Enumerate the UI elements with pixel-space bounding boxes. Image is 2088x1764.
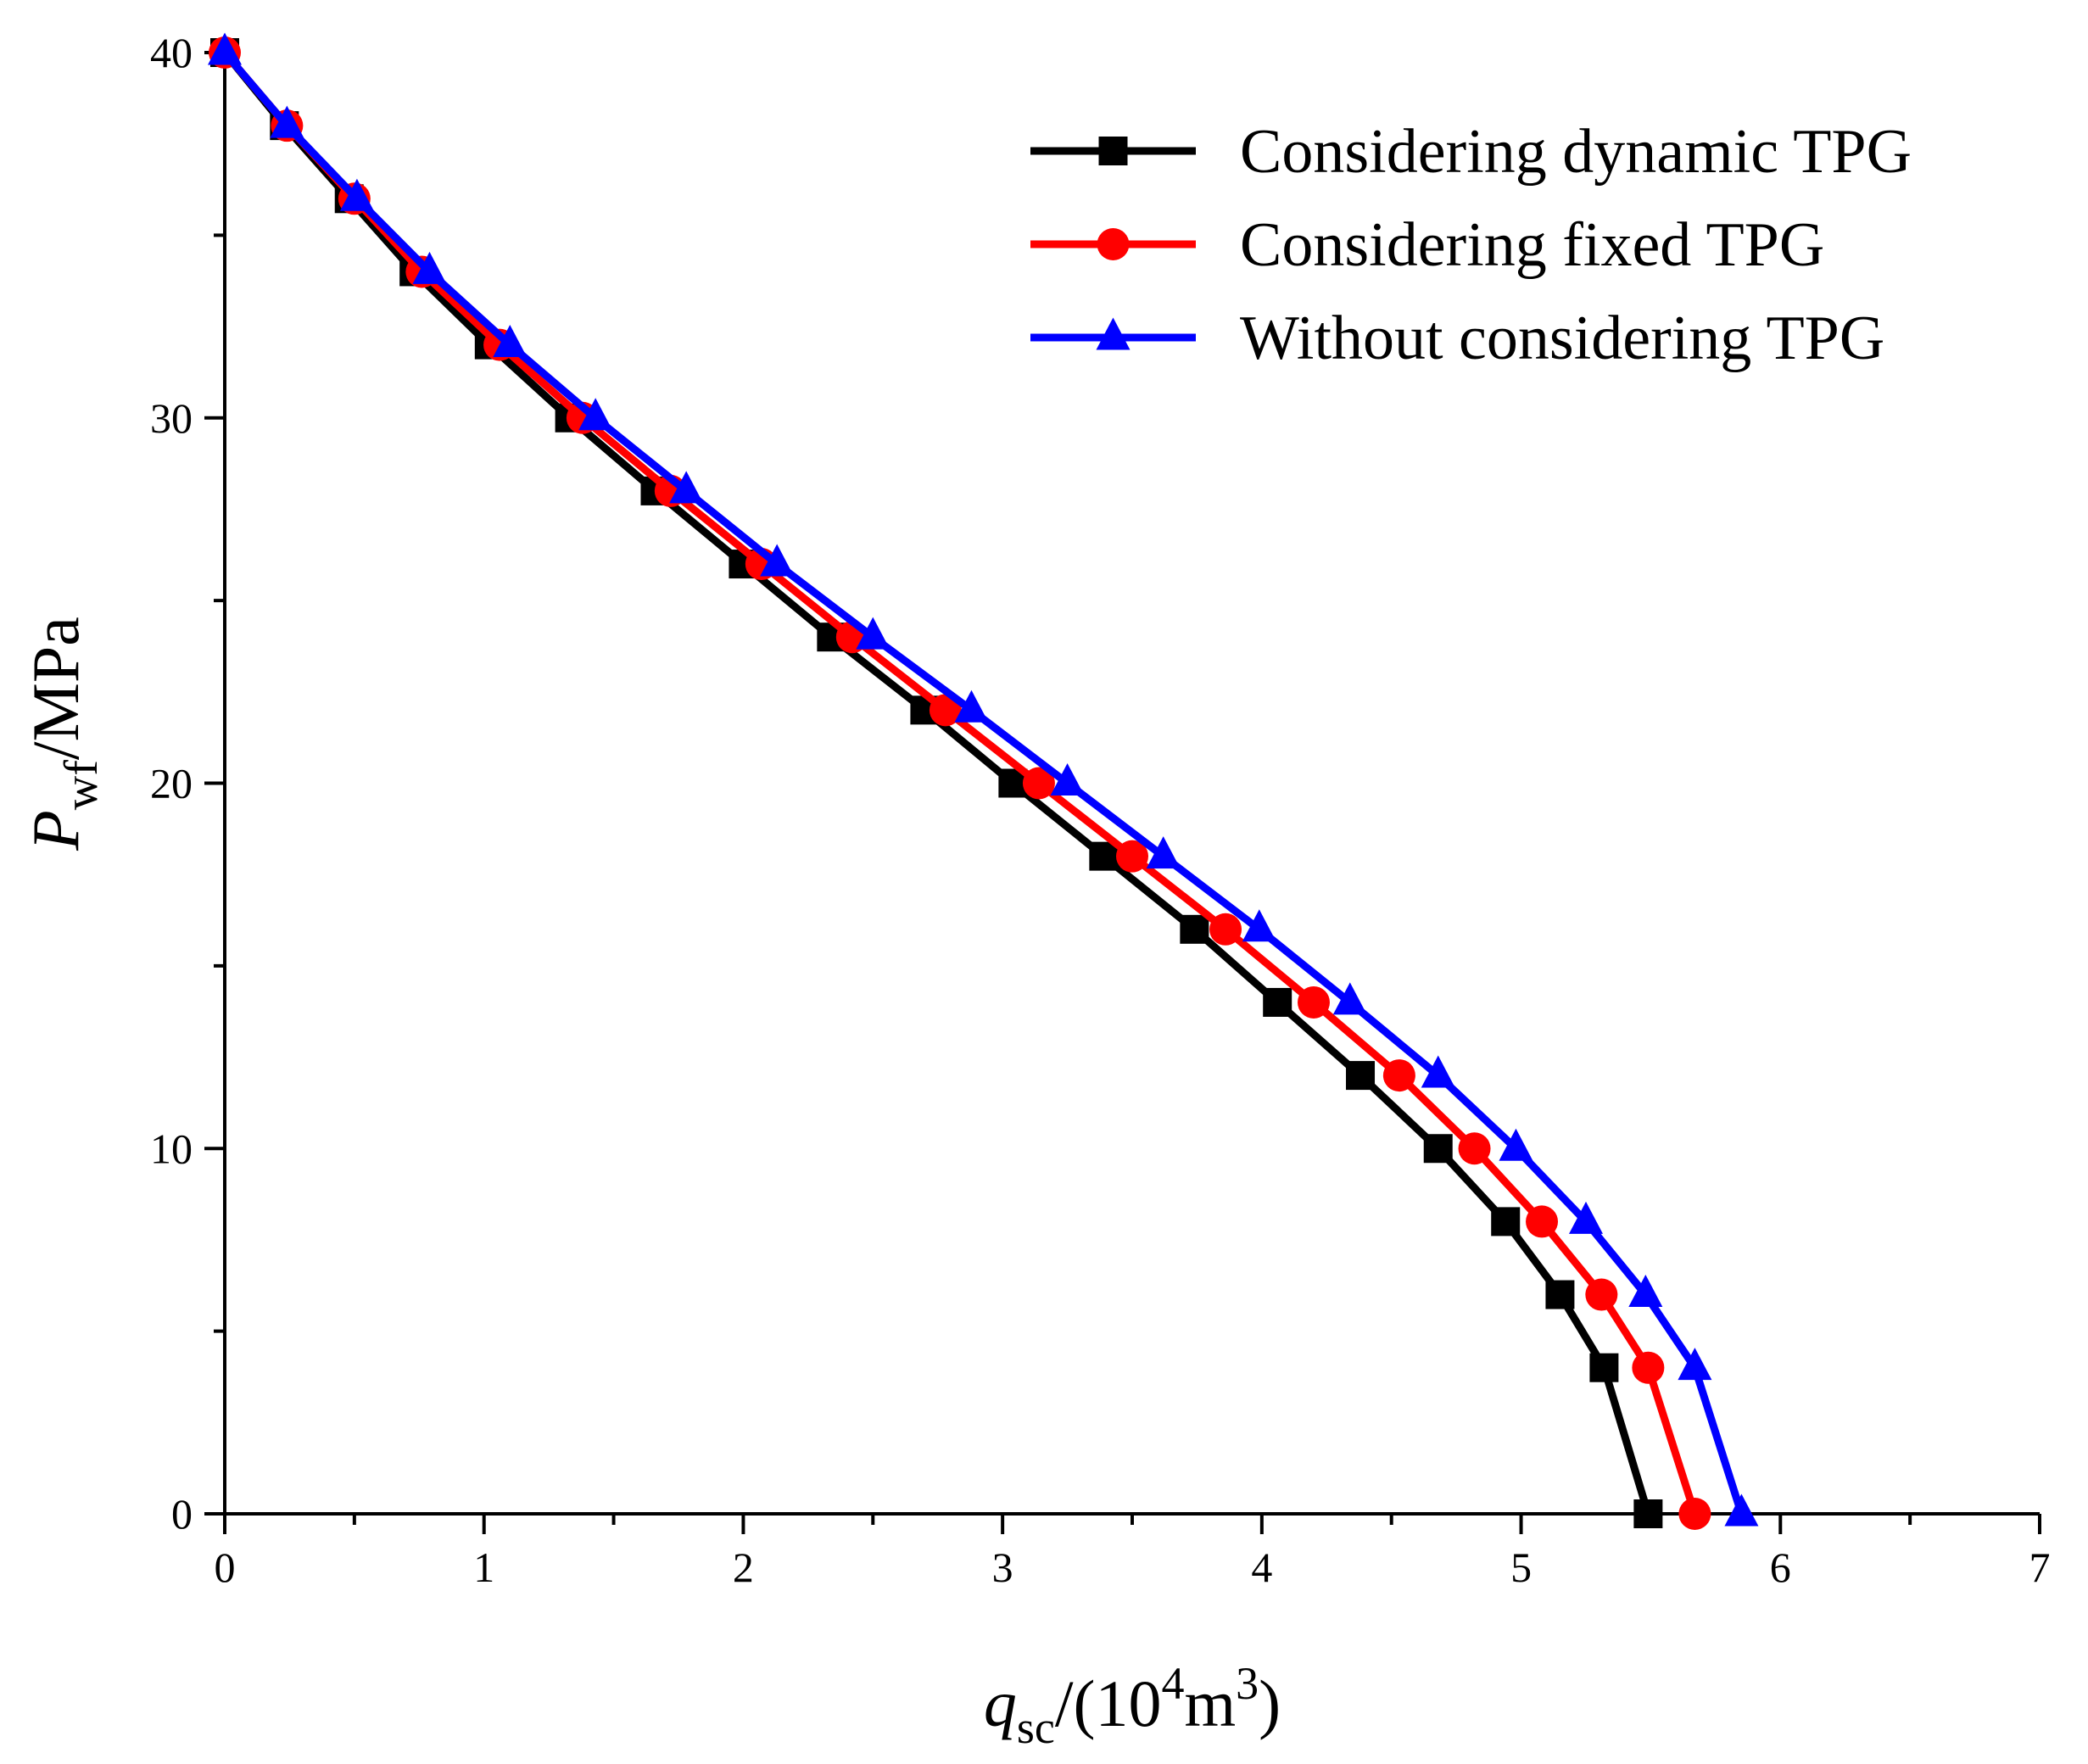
data-point <box>1346 1061 1376 1091</box>
x-tick-label: 2 <box>733 1544 754 1591</box>
legend-label: Considering fixed TPG <box>1240 210 1824 280</box>
data-point <box>1421 1055 1455 1088</box>
data-point <box>1050 762 1085 795</box>
legend: Considering dynamic TPG Considering fixed… <box>1030 117 1912 373</box>
data-point <box>954 689 989 723</box>
data-point <box>1242 909 1276 942</box>
y-tick-label: 0 <box>171 1490 193 1538</box>
data-point <box>1180 914 1209 944</box>
data-point <box>1724 1493 1759 1527</box>
data-point <box>1628 1274 1663 1307</box>
series-2 <box>208 32 1759 1527</box>
x-tick-label: 7 <box>2029 1544 2051 1591</box>
data-point <box>1678 1498 1711 1530</box>
y-tick-label: 30 <box>150 394 193 442</box>
legend-item: Considering fixed TPG <box>1030 210 1824 280</box>
data-point <box>1298 985 1330 1019</box>
data-point <box>1526 1205 1559 1238</box>
data-point <box>1589 1353 1619 1382</box>
data-point <box>1569 1201 1603 1234</box>
legend-item: Without considering TPG <box>1030 304 1884 373</box>
data-point <box>493 325 528 358</box>
y-tick-label: 10 <box>150 1125 193 1172</box>
data-point <box>578 398 613 431</box>
legend-marker <box>1097 228 1130 260</box>
x-axis-title: qsc/(104m3) <box>984 1658 1281 1753</box>
data-point <box>1632 1351 1665 1384</box>
data-point <box>760 544 795 577</box>
x-tick-label: 0 <box>215 1544 236 1591</box>
data-point <box>339 178 374 211</box>
data-point <box>412 251 447 284</box>
legend-item: Considering dynamic TPG <box>1030 117 1912 187</box>
x-tick-label: 4 <box>1251 1544 1272 1591</box>
y-tick-label: 40 <box>150 29 193 76</box>
y-tick-label: 20 <box>150 760 193 807</box>
data-point <box>856 617 890 650</box>
x-tick-label: 1 <box>473 1544 494 1591</box>
data-point <box>1458 1132 1491 1165</box>
axes: 0 1 2 3 4 5 6 7 0 10 20 30 40 <box>150 29 2051 1591</box>
data-point <box>1263 987 1292 1017</box>
data-point <box>1678 1348 1712 1381</box>
data-point <box>1423 1134 1453 1164</box>
data-point <box>1382 1059 1415 1092</box>
data-point <box>1585 1278 1618 1311</box>
data-point <box>1022 767 1055 800</box>
legend-label: Considering dynamic TPG <box>1240 117 1912 187</box>
data-point <box>208 32 242 65</box>
data-point <box>1209 913 1242 946</box>
series-layer <box>208 32 1759 1530</box>
data-point <box>1332 982 1367 1015</box>
x-tick-label: 3 <box>992 1544 1013 1591</box>
legend-label: Without considering TPG <box>1240 304 1884 373</box>
legend-marker <box>1098 137 1128 165</box>
data-point <box>1089 841 1119 871</box>
data-point <box>1499 1128 1533 1161</box>
legend-marker <box>1096 317 1131 350</box>
data-point <box>1146 836 1181 869</box>
data-point <box>669 471 704 504</box>
data-point <box>929 694 962 727</box>
x-tick-label: 5 <box>1510 1544 1532 1591</box>
data-point <box>1491 1207 1521 1236</box>
y-axis-title: Pwf/MPa <box>19 617 108 851</box>
data-point <box>270 105 304 138</box>
data-point <box>1545 1280 1575 1309</box>
data-point <box>1116 840 1148 873</box>
data-point <box>1633 1499 1663 1528</box>
x-tick-label: 6 <box>1770 1544 1791 1591</box>
